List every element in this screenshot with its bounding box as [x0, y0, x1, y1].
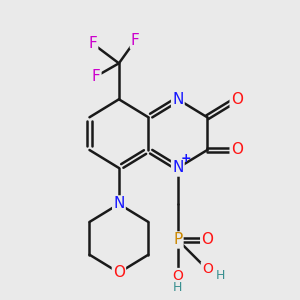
Text: O: O [231, 92, 243, 107]
Text: F: F [131, 33, 140, 48]
Text: O: O [231, 142, 243, 158]
Text: H: H [173, 281, 182, 294]
Text: O: O [113, 265, 125, 280]
Text: F: F [92, 69, 100, 84]
Text: O: O [201, 232, 213, 247]
Text: O: O [172, 269, 183, 283]
Text: N: N [172, 92, 184, 107]
Text: P: P [173, 232, 182, 247]
Text: N: N [113, 196, 124, 211]
Text: H: H [216, 269, 225, 283]
Text: O: O [202, 262, 213, 276]
Text: N: N [172, 160, 184, 175]
Text: F: F [88, 36, 97, 51]
Text: +: + [181, 152, 191, 165]
